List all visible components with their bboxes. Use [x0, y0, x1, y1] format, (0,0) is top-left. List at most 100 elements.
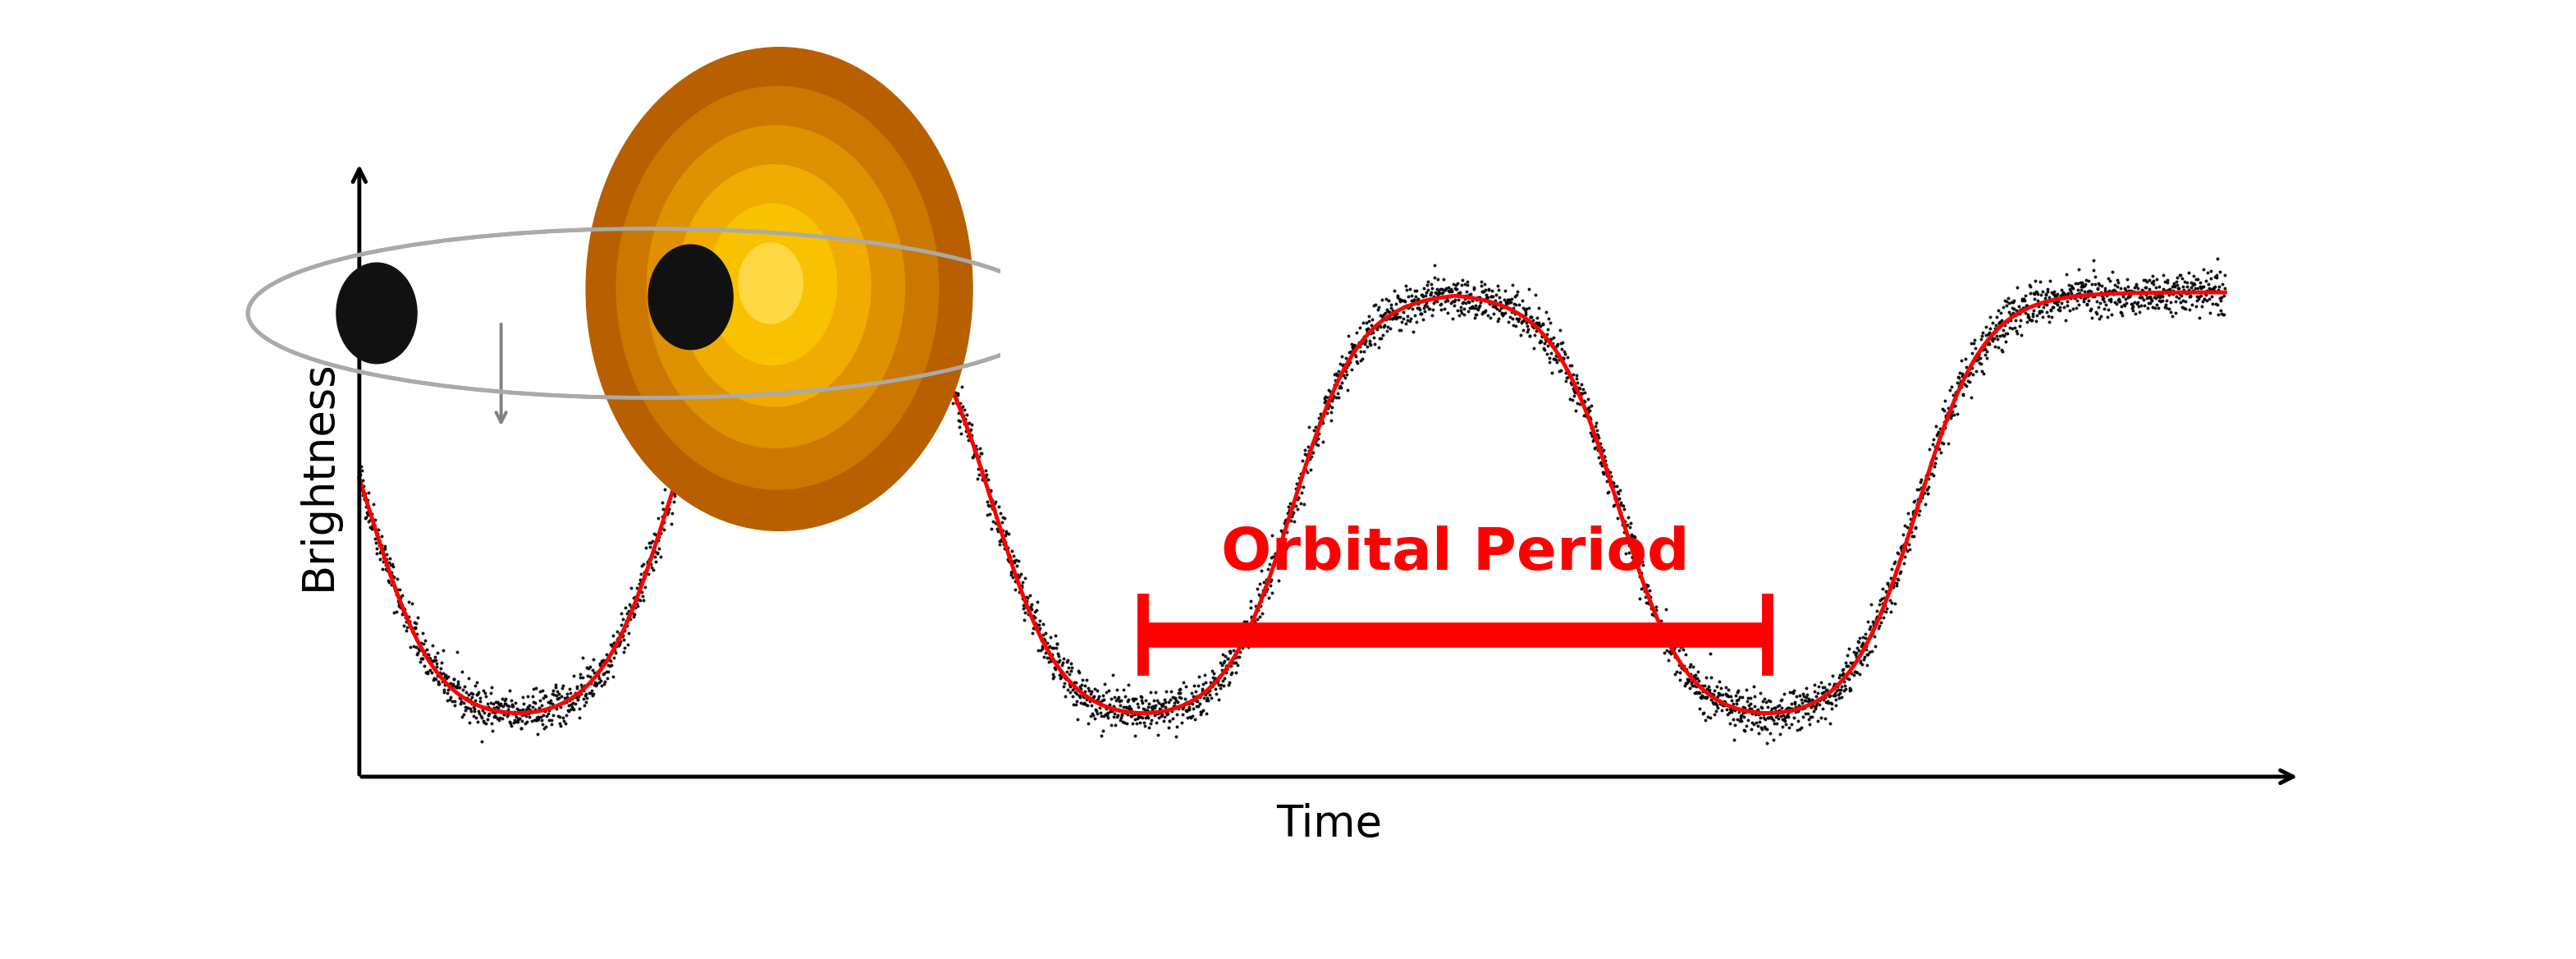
Point [1533, 335, 1574, 350]
Point [925, 364, 966, 380]
Point [379, 599, 420, 615]
Point [1108, 694, 1149, 710]
Point [471, 704, 513, 719]
Point [832, 286, 873, 301]
Point [1077, 692, 1118, 708]
Point [505, 706, 546, 721]
Point [1283, 453, 1324, 468]
Point [1329, 354, 1370, 369]
Point [1002, 574, 1043, 590]
Point [953, 447, 994, 462]
Point [528, 694, 569, 710]
Point [1316, 377, 1358, 392]
Point [1422, 301, 1463, 316]
Point [1164, 699, 1206, 714]
Point [719, 329, 760, 344]
Point [703, 345, 744, 361]
Point [675, 417, 716, 433]
Point [938, 406, 979, 421]
Point [750, 292, 791, 308]
Point [2043, 287, 2084, 302]
Point [1363, 319, 1404, 335]
Point [1226, 620, 1267, 636]
Point [1417, 294, 1458, 310]
Point [500, 703, 541, 718]
Point [1007, 590, 1048, 605]
Point [1414, 292, 1455, 308]
Point [670, 412, 711, 428]
Point [2161, 270, 2202, 286]
Point [2017, 299, 2058, 315]
Point [1193, 674, 1234, 690]
Point [585, 652, 626, 667]
Point [2099, 305, 2141, 320]
Point [1870, 571, 1911, 586]
Point [384, 606, 425, 621]
Point [827, 281, 868, 296]
Point [1090, 704, 1131, 719]
Point [765, 295, 806, 311]
Point [1149, 719, 1190, 735]
Point [1963, 325, 2004, 340]
Point [2123, 282, 2164, 297]
Point [1690, 691, 1731, 707]
Point [1211, 643, 1252, 659]
Point [987, 551, 1028, 567]
Point [1636, 617, 1677, 632]
Point [1713, 701, 1754, 716]
Point [616, 596, 657, 611]
Point [1193, 666, 1234, 681]
Point [340, 467, 381, 482]
Point [1870, 603, 1911, 619]
Point [533, 687, 574, 702]
Point [2084, 285, 2125, 300]
Point [1121, 695, 1162, 711]
Point [1731, 703, 1772, 718]
Point [531, 687, 572, 702]
Point [402, 635, 443, 650]
Point [1667, 674, 1708, 690]
Point [1695, 683, 1736, 698]
Point [1633, 607, 1674, 622]
Point [428, 668, 469, 684]
Point [721, 302, 762, 317]
Point [1540, 350, 1582, 365]
Point [1747, 736, 1788, 751]
Point [595, 636, 636, 651]
Point [1538, 352, 1579, 367]
Point [1855, 629, 1896, 644]
Point [1352, 325, 1394, 340]
Point [1865, 590, 1906, 605]
Point [927, 366, 969, 382]
Point [1927, 435, 1968, 451]
Point [605, 619, 647, 634]
Point [2007, 299, 2048, 315]
Point [1396, 295, 1437, 311]
Point [435, 644, 477, 660]
Point [1955, 346, 1996, 362]
Point [1154, 690, 1195, 705]
Point [1808, 689, 1850, 704]
Point [353, 519, 394, 534]
Point [1497, 287, 1538, 302]
Point [1203, 678, 1244, 693]
Point [1409, 287, 1450, 302]
Point [739, 320, 781, 336]
Point [2143, 284, 2184, 299]
Point [1783, 693, 1824, 709]
Point [804, 299, 845, 315]
Point [623, 593, 665, 608]
Point [1378, 310, 1419, 325]
Point [1100, 693, 1141, 709]
Point [1115, 712, 1157, 727]
Point [541, 695, 582, 711]
Point [1332, 339, 1373, 355]
Point [1182, 676, 1224, 691]
Point [719, 319, 760, 335]
Point [1806, 682, 1847, 697]
Point [1728, 690, 1770, 706]
Point [706, 339, 747, 354]
Point [1213, 650, 1255, 666]
Point [451, 690, 492, 705]
Point [484, 696, 526, 712]
